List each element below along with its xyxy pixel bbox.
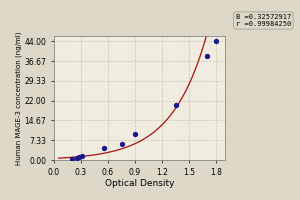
Point: [133, 133, 137, 136]
Point: [214, 40, 218, 43]
Point: [74, 156, 79, 159]
Text: B =0.32572917
r =0.99984250: B =0.32572917 r =0.99984250: [236, 14, 291, 27]
Point: [77, 155, 82, 158]
Point: [101, 146, 106, 149]
Point: [70, 157, 74, 160]
Y-axis label: Human MAGE-3 concentration (ng/ml): Human MAGE-3 concentration (ng/ml): [15, 31, 22, 165]
Point: [119, 142, 124, 145]
Point: [205, 55, 209, 58]
X-axis label: Optical Density: Optical Density: [105, 179, 174, 188]
Point: [80, 154, 84, 158]
Point: [173, 103, 178, 106]
